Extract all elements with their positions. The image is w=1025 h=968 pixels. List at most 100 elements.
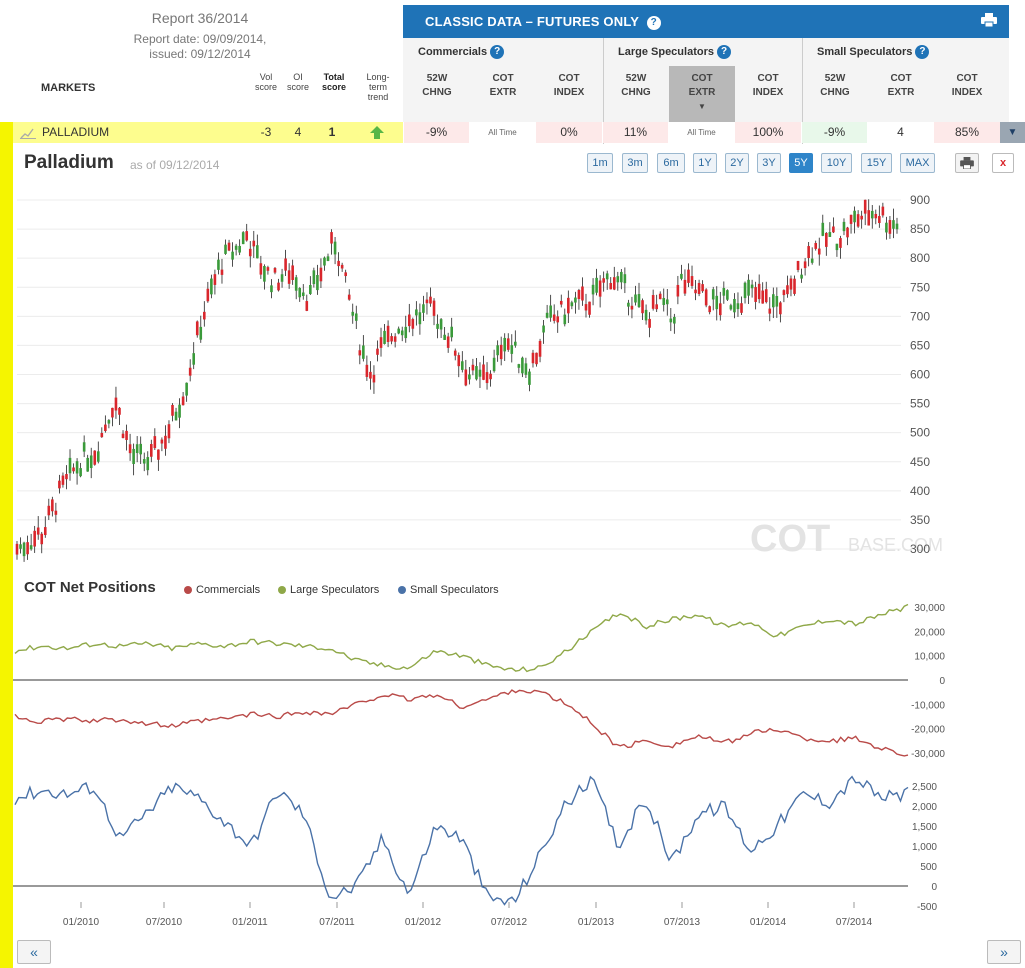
candle	[312, 270, 316, 285]
cot-y-tick-label: -20,000	[911, 725, 945, 736]
candle	[248, 248, 252, 257]
candle	[40, 533, 44, 545]
candle	[192, 353, 196, 365]
candle	[142, 459, 146, 464]
candle	[517, 364, 521, 368]
candle	[358, 350, 362, 356]
candle	[711, 289, 715, 300]
collapse-row-button[interactable]: ▼	[1000, 122, 1025, 143]
candle	[807, 246, 810, 258]
col-comm-index[interactable]: COT INDEX	[553, 73, 585, 98]
col-comm-chng[interactable]: 52W CHNG	[422, 73, 452, 98]
candle	[263, 266, 266, 282]
candle	[492, 357, 496, 372]
print-icon[interactable]	[981, 13, 997, 27]
legend-small-speculators[interactable]: Small Speculators	[398, 584, 499, 596]
col-large-index[interactable]: COT INDEX	[752, 73, 784, 98]
candle	[330, 232, 333, 244]
candle	[786, 285, 789, 295]
candle	[825, 232, 828, 247]
range-5y-button[interactable]: 5Y	[789, 153, 813, 173]
col-small-index[interactable]: COT INDEX	[951, 73, 983, 98]
market-row-palladium[interactable]	[0, 122, 403, 143]
candle	[468, 374, 471, 380]
candle	[878, 216, 881, 224]
print-chart-button[interactable]	[955, 153, 979, 173]
group-small-speculators: Small Speculators ?	[817, 45, 930, 59]
candle	[464, 369, 468, 386]
candle	[19, 544, 22, 549]
candle	[418, 312, 422, 325]
col-large-extr[interactable]: COT EXTR ▼	[688, 73, 716, 111]
y-tick-label: 400	[910, 484, 930, 498]
range-3m-button[interactable]: 3m	[622, 153, 648, 173]
prev-market-button[interactable]: «	[17, 940, 51, 964]
candle	[662, 297, 666, 305]
candle	[51, 499, 54, 512]
cot-y-tick-label: 1,500	[912, 822, 937, 833]
x-tick-label: 07/2014	[836, 917, 873, 928]
candle	[146, 457, 150, 471]
candle	[644, 309, 648, 321]
help-icon[interactable]: ?	[717, 45, 732, 59]
help-icon[interactable]: ?	[646, 15, 661, 30]
range-max-button[interactable]: MAX	[900, 153, 935, 173]
x-tick-label: 01/2010	[63, 917, 100, 928]
candle	[835, 243, 839, 251]
help-icon[interactable]: ?	[915, 45, 930, 59]
range-3y-button[interactable]: 3Y	[757, 153, 781, 173]
candle	[224, 244, 227, 254]
range-1m-button[interactable]: 1m	[587, 153, 613, 173]
x-tick-label: 01/2011	[232, 917, 268, 928]
candle	[482, 364, 485, 380]
cot-y-tick-label: -30,000	[911, 749, 945, 760]
col-small-extr[interactable]: COT EXTR	[887, 73, 915, 98]
candle	[344, 272, 347, 277]
range-1y-button[interactable]: 1Y	[693, 153, 717, 173]
col-comm-extr[interactable]: COT EXTR	[489, 73, 517, 98]
range-15y-button[interactable]: 15Y	[861, 153, 892, 173]
candle	[446, 336, 450, 348]
candle	[43, 527, 47, 536]
report-date: Report date: 09/09/2014,	[133, 32, 267, 46]
candle	[372, 374, 376, 383]
candle	[319, 267, 323, 282]
candle	[450, 326, 453, 338]
candle	[188, 367, 192, 376]
legend-commercials[interactable]: Commercials	[184, 584, 260, 596]
range-6m-button[interactable]: 6m	[657, 153, 685, 173]
candle	[234, 245, 238, 250]
group-bar	[403, 38, 1009, 67]
candle	[542, 325, 545, 333]
candle	[637, 294, 641, 307]
market-name[interactable]: PALLADIUM	[42, 125, 110, 139]
candle	[72, 467, 75, 472]
candle	[726, 290, 729, 300]
candle	[665, 299, 669, 305]
candle	[111, 407, 114, 418]
help-icon[interactable]: ?	[490, 45, 505, 59]
col-large-chng[interactable]: 52W CHNG	[621, 73, 651, 98]
range-2y-button[interactable]: 2Y	[725, 153, 749, 173]
candle	[443, 334, 446, 340]
col-small-chng[interactable]: 52W CHNG	[820, 73, 850, 98]
candle	[510, 345, 514, 354]
candle	[623, 274, 627, 284]
legend-large-speculators[interactable]: Large Speculators	[278, 584, 379, 596]
candle	[506, 338, 510, 350]
candle	[376, 348, 379, 355]
close-chart-button[interactable]: x	[992, 153, 1014, 173]
candle	[598, 280, 602, 297]
candle	[584, 304, 588, 311]
candle	[231, 251, 234, 260]
candle	[15, 543, 19, 555]
candle	[605, 273, 609, 280]
candle	[114, 397, 118, 411]
range-10y-button[interactable]: 10Y	[821, 153, 852, 173]
next-market-button[interactable]: »	[987, 940, 1021, 964]
candle	[627, 302, 630, 307]
cot-y-tick-label: 2,000	[912, 802, 937, 813]
candle	[439, 319, 443, 330]
candle	[453, 350, 457, 356]
candle	[620, 271, 623, 283]
